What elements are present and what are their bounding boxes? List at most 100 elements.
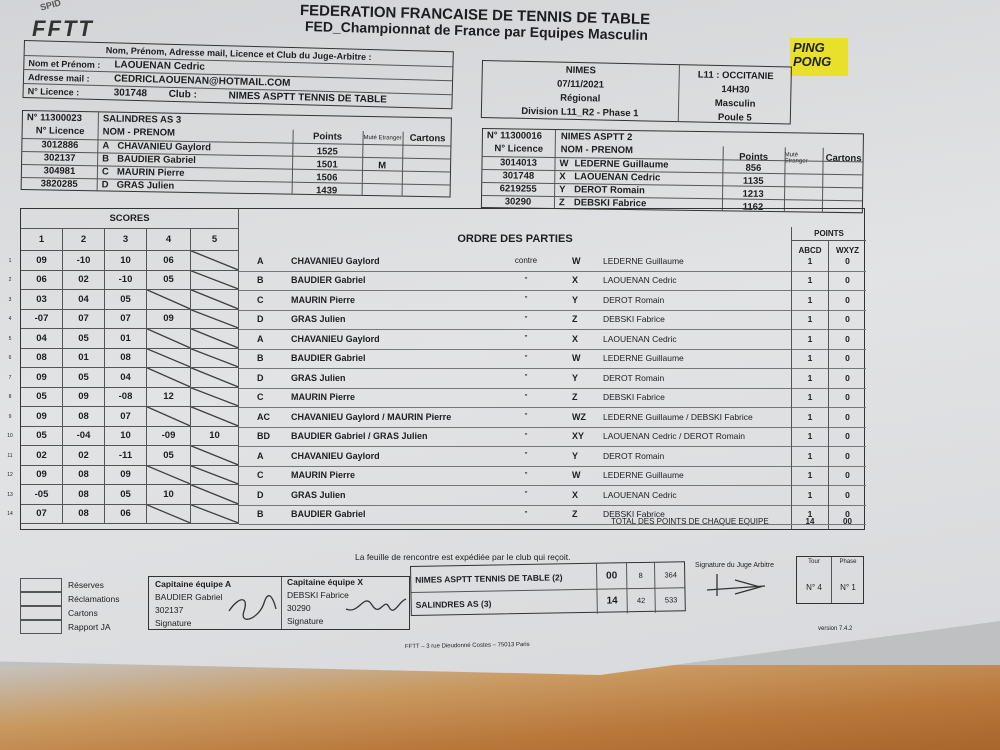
set-score: 01 xyxy=(105,329,147,349)
set-score: -04 xyxy=(63,426,105,446)
player-x-letter: X xyxy=(572,489,579,500)
team-a-number: N° 11300023 xyxy=(26,112,83,125)
checkbox-rserves[interactable] xyxy=(20,578,62,592)
match-pool: Poule 5 xyxy=(717,111,752,124)
row-divider xyxy=(239,485,866,486)
player-licence: 301748 xyxy=(502,170,535,182)
game-number: 4 xyxy=(8,316,12,323)
player-name: LAOUENAN Cedric xyxy=(574,171,661,184)
set-score: 03 xyxy=(21,290,63,310)
player-x-name: DEBSKI Fabrice xyxy=(603,509,665,520)
team-a-col-cards: Cartons xyxy=(409,132,446,145)
wooden-table-background xyxy=(0,665,1000,750)
player-letter: C xyxy=(101,166,109,178)
empty-set-cell xyxy=(191,504,239,524)
checkbox-rclamations[interactable] xyxy=(20,592,62,606)
player-x-letter: Z xyxy=(572,392,578,403)
set-score: 05 xyxy=(21,387,63,407)
points-wxyz: 0 xyxy=(828,348,866,368)
tour-label: Tour xyxy=(808,559,820,565)
set-score: -09 xyxy=(147,426,191,446)
referee-signature xyxy=(706,574,766,596)
player-licence: 302137 xyxy=(43,152,76,164)
set-score: 05 xyxy=(63,329,105,349)
points-abcd: 1 xyxy=(791,426,828,446)
total-label: TOTAL DES POINTS DE CHAQUE EQUIPE xyxy=(611,516,769,526)
referee-licence-label: N° Licence : xyxy=(27,85,80,97)
player-a-name: CHAVANIEU Gaylord / MAURIN Pierre xyxy=(291,411,452,422)
player-a-name: MAURIN Pierre xyxy=(291,470,356,481)
set-score: -10 xyxy=(105,270,147,290)
order-heading: ORDRE DES PARTIES xyxy=(457,233,573,245)
set-score: 08 xyxy=(21,348,63,368)
versus-label: " xyxy=(524,451,528,461)
set-score: 09 xyxy=(147,309,191,329)
set-score: 05 xyxy=(105,485,147,505)
referee-club-label: Club : xyxy=(168,88,198,101)
fftt-logo: FFTT xyxy=(32,16,94,41)
row-divider xyxy=(239,329,866,330)
player-a-letter: BD xyxy=(257,431,270,442)
points-abcd: 1 xyxy=(791,348,828,368)
row-divider xyxy=(239,387,866,389)
checkbox-rapportja[interactable] xyxy=(20,620,62,634)
checkbox-cartons[interactable] xyxy=(20,606,62,620)
points-abcd: 1 xyxy=(791,485,828,505)
player-x-name: DEBSKI Fabrice xyxy=(603,392,665,403)
empty-set-cell xyxy=(191,485,239,505)
result-balls: 364 xyxy=(653,562,687,588)
game-number: 11 xyxy=(7,452,13,459)
captain-x-name: DEBSKI Fabrice xyxy=(287,590,349,600)
captain-x-licence: 30290 xyxy=(287,603,311,613)
points-wxyz: 0 xyxy=(828,485,866,505)
set-score: 07 xyxy=(105,309,147,329)
player-a-name: GRAS Julien xyxy=(291,489,346,500)
empty-set-cell xyxy=(191,368,239,388)
player-a-letter: A xyxy=(257,450,264,461)
set-score: 04 xyxy=(105,368,147,388)
match-sheet: SPID FFTT FEDERATION FRANCAISE DE TENNIS… xyxy=(0,0,1000,675)
points-wxyz: 0 xyxy=(828,426,866,446)
empty-set-cell xyxy=(191,407,239,427)
col-abcd: ABCD xyxy=(791,241,828,259)
captain-x-signature-label: Signature xyxy=(287,616,324,626)
set-score: -05 xyxy=(21,485,63,505)
captain-a-signature-label: Signature xyxy=(155,618,192,628)
empty-set-cell xyxy=(147,290,191,310)
versus-label: " xyxy=(524,392,528,402)
set-label-4: 4 xyxy=(147,229,191,251)
versus-label: " xyxy=(524,490,528,500)
set-score: 02 xyxy=(21,446,63,466)
captain-x-label: Capitaine équipe X xyxy=(287,577,364,587)
player-x-name: LEDERNE Guillaume xyxy=(603,255,684,266)
player-x-letter: W xyxy=(572,353,581,364)
set-score: 01 xyxy=(63,348,105,368)
points-abcd: 1 xyxy=(791,251,828,271)
result-balls: 533 xyxy=(654,587,687,613)
player-a-letter: C xyxy=(257,470,264,481)
scores-heading: SCORES xyxy=(21,209,239,229)
row-divider xyxy=(239,348,866,350)
player-x-name: DEROT Romain xyxy=(603,372,665,383)
set-score: 02 xyxy=(63,270,105,290)
player-a-name: GRAS Julien xyxy=(291,372,346,383)
player-licence: 6219255 xyxy=(499,183,537,195)
column-divider xyxy=(821,147,824,212)
points-wxyz: 0 xyxy=(828,290,866,310)
player-x-letter: W xyxy=(572,255,581,266)
player-x-name: DEBSKI Fabrice xyxy=(603,314,665,325)
versus-label: contre xyxy=(514,256,538,266)
footer-note: La feuille de rencontre est expédiée par… xyxy=(355,552,571,562)
empty-set-cell xyxy=(191,329,239,349)
games-table: SCORES ORDRE DES PARTIES POINTS ABCD WXY… xyxy=(7,208,866,530)
versus-label: " xyxy=(524,275,528,285)
player-letter: W xyxy=(559,158,569,170)
checkbox-label: Réclamations xyxy=(68,594,120,604)
player-a-name: BAUDIER Gabriel xyxy=(291,509,366,520)
set-score: 10 xyxy=(191,426,239,446)
player-licence: 3820285 xyxy=(40,178,78,190)
player-x-letter: Y xyxy=(572,450,579,461)
points-abcd: 1 xyxy=(791,387,828,407)
versus-label: " xyxy=(524,470,528,480)
referee-signature-label: Signature du Juge Arbitre xyxy=(695,562,774,569)
